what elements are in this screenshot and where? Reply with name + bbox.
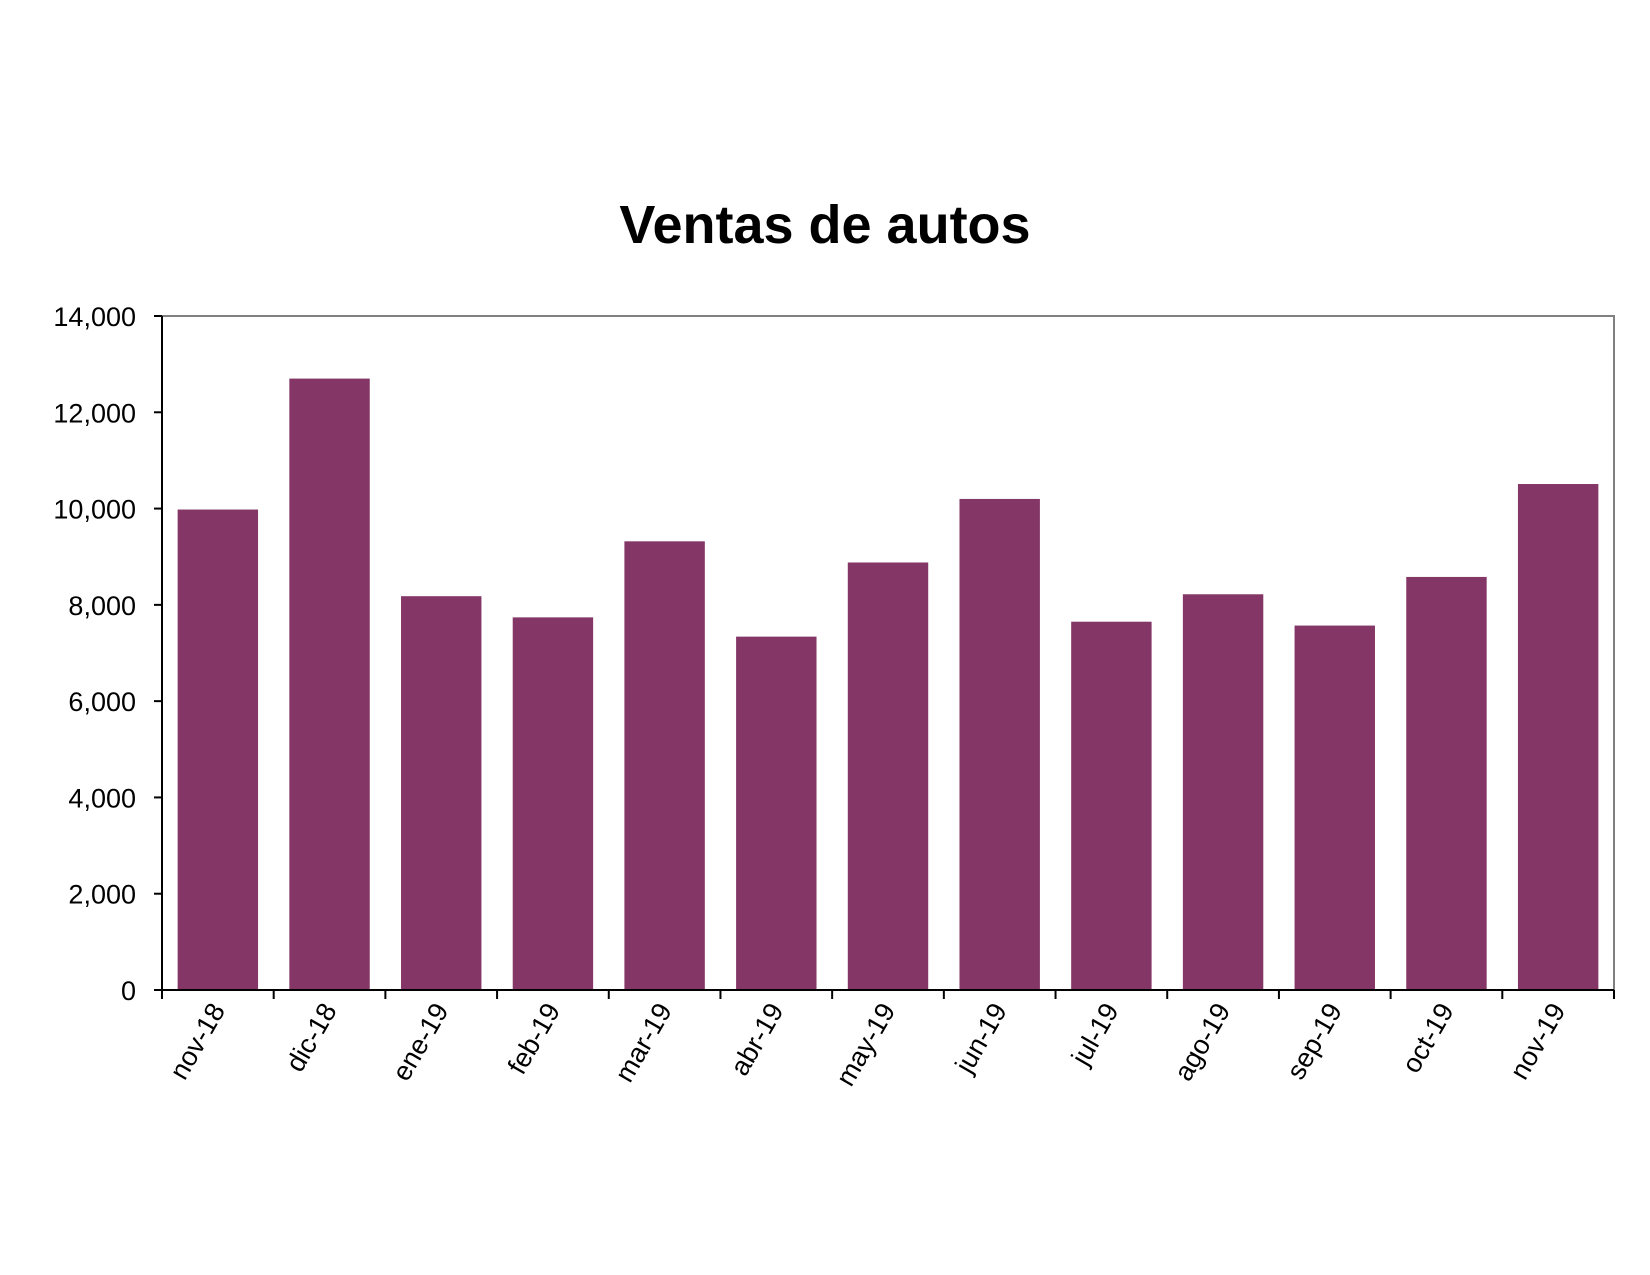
y-tick-label: 12,000 (53, 398, 136, 428)
x-tick-label-nov-18: nov-18 (164, 998, 231, 1085)
x-tick-label-oct-19: oct-19 (1396, 998, 1460, 1078)
chart-title: Ventas de autos (619, 195, 1031, 255)
bar-feb-19 (512, 617, 594, 990)
bar-may-19 (847, 562, 929, 990)
x-tick-label-ene-19: ene-19 (386, 998, 454, 1086)
bar-nov-18 (177, 509, 259, 990)
x-tick-label-mar-19: mar-19 (609, 998, 678, 1087)
x-axis: nov-18 dic-18 ene-19 feb-19 mar-19 abr-19 may-… (161, 989, 1615, 1091)
y-tick-label: 4,000 (68, 783, 136, 813)
x-tick-label-dic-18: dic-18 (280, 998, 343, 1077)
bar-oct-19 (1406, 576, 1487, 990)
y-tick-label: 6,000 (68, 687, 136, 717)
bar-jul-19 (1071, 621, 1152, 990)
y-axis: 0 2,000 4,000 6,000 8,000 10,000 12,000 14,000 (53, 302, 163, 1006)
bar-ene-19 (401, 596, 482, 990)
bar-dic-18 (289, 378, 370, 991)
x-tick-label-abr-19: abr-19 (724, 998, 789, 1081)
x-tick-label-may-19: may-19 (830, 998, 901, 1091)
bar-mar-19 (624, 541, 705, 990)
bar-nov-19 (1517, 484, 1599, 990)
bar-ago-19 (1182, 594, 1264, 990)
x-tick-label-nov-19: nov-19 (1504, 998, 1571, 1085)
bar-abr-19 (736, 636, 817, 990)
y-tick-label: 0 (121, 976, 136, 1006)
x-tick-label-jul-19: jul-19 (1065, 998, 1125, 1071)
y-tick-label: 2,000 (68, 880, 136, 910)
y-tick-label: 10,000 (53, 495, 136, 525)
x-tick-label-feb-19: feb-19 (502, 998, 566, 1079)
bars-group (177, 378, 1599, 991)
y-tick-label: 8,000 (68, 591, 136, 621)
y-tick-label: 14,000 (53, 302, 136, 332)
x-tick-label-sep-19: sep-19 (1281, 998, 1348, 1085)
x-tick-label-ago-19: ago-19 (1168, 998, 1236, 1086)
x-tick-label-jun-19: jun-19 (949, 998, 1013, 1079)
bar-sep-19 (1294, 625, 1375, 990)
bar-jun-19 (959, 498, 1040, 990)
